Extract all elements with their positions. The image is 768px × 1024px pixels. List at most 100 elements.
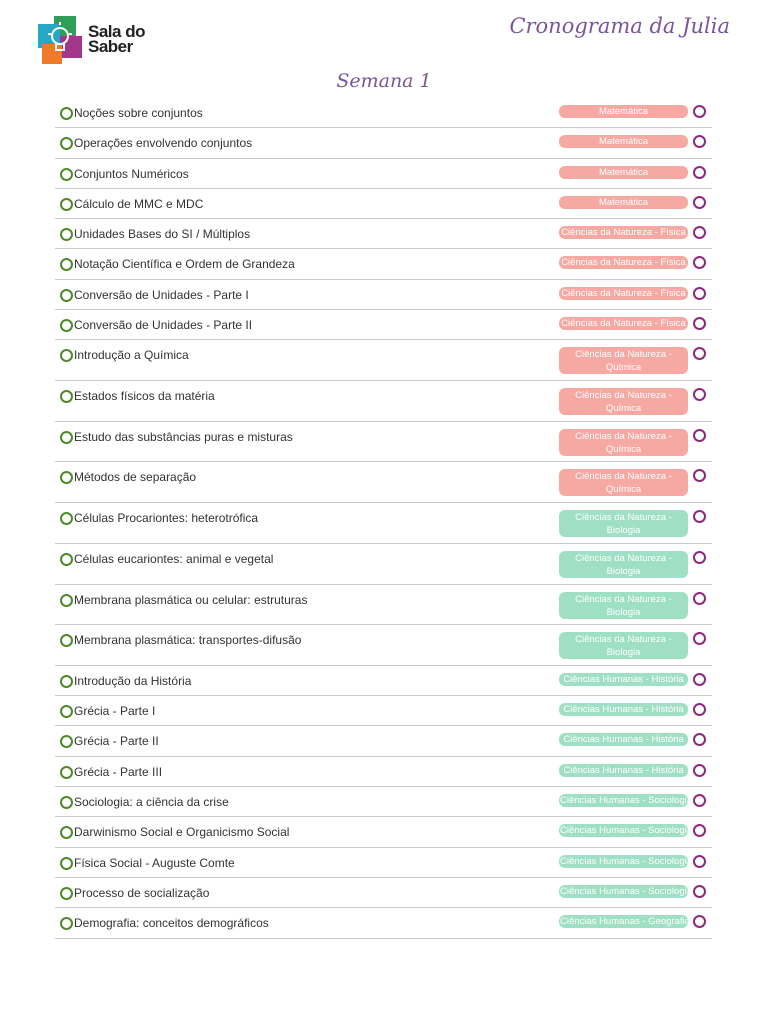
done-circle-icon[interactable]: [693, 824, 706, 838]
subject-badge: Ciências da Natureza - Biologia: [559, 550, 688, 578]
check-circle-icon[interactable]: [60, 634, 73, 648]
check-circle-icon[interactable]: [60, 886, 73, 900]
topic-label: Células Procariontes: heterotrófica: [74, 511, 259, 526]
check-circle-icon[interactable]: [60, 137, 73, 151]
check-circle-icon[interactable]: [60, 552, 73, 566]
table-row: Grécia - Parte I Ciências Humanas - Histó…: [55, 696, 712, 727]
done-circle-icon[interactable]: [693, 135, 706, 149]
subject-badge: Ciências da Natureza - Química: [559, 428, 688, 456]
done-circle-icon[interactable]: [693, 632, 706, 646]
check-circle-icon[interactable]: [60, 674, 73, 688]
subject-badge: Ciências da Natureza - Química: [559, 347, 688, 375]
subject-badge: Ciências da Natureza - Física: [559, 286, 688, 300]
subject-badge: Ciências da Natureza - Química: [559, 469, 688, 497]
table-row: Operações envolvendo conjuntos Matemática: [55, 128, 712, 159]
topic-label: Métodos de separação: [74, 470, 197, 485]
done-circle-icon[interactable]: [693, 884, 706, 898]
done-circle-icon[interactable]: [693, 672, 706, 686]
logo-line-1: Sala do: [88, 22, 145, 41]
check-circle-icon[interactable]: [60, 319, 73, 333]
task-list: Noções sobre conjuntos Matemática Operaçõe…: [55, 98, 712, 939]
subject-badge: Matemática: [559, 135, 688, 149]
check-circle-icon[interactable]: [60, 430, 73, 444]
table-row: Estados físicos da matéria Ciências da Na…: [55, 381, 712, 422]
topic-label: Notação Científica e Ordem de Grandeza: [74, 257, 295, 272]
done-circle-icon[interactable]: [693, 469, 706, 483]
subject-badge: Ciências da Natureza - Biologia: [559, 510, 688, 538]
check-circle-icon[interactable]: [60, 390, 73, 404]
table-row: Cálculo de MMC e MDC Matemática: [55, 189, 712, 220]
topic-label: Grécia - Parte II: [74, 734, 159, 749]
check-circle-icon[interactable]: [60, 288, 73, 302]
topic-label: Introdução da História: [74, 673, 192, 688]
check-circle-icon[interactable]: [60, 228, 73, 242]
done-circle-icon[interactable]: [693, 105, 706, 118]
schedule-title: Cronograma da Julia: [509, 14, 730, 38]
check-circle-icon[interactable]: [60, 197, 73, 211]
done-circle-icon[interactable]: [693, 286, 706, 300]
check-circle-icon[interactable]: [60, 512, 73, 526]
subject-badge: Ciências da Natureza - Física: [559, 256, 688, 270]
check-circle-icon[interactable]: [60, 471, 73, 485]
page-header: Sala do Saber Cronograma da Julia: [0, 0, 768, 70]
table-row: Noções sobre conjuntos Matemática: [55, 98, 712, 129]
check-circle-icon[interactable]: [60, 765, 73, 779]
done-circle-icon[interactable]: [693, 733, 706, 747]
check-circle-icon[interactable]: [60, 349, 73, 363]
logo-wordmark: Sala do Saber: [88, 22, 145, 56]
topic-label: Membrana plasmática: transportes-difusão: [74, 633, 302, 648]
done-circle-icon[interactable]: [693, 794, 706, 808]
table-row: Grécia - Parte III Ciências Humanas - His…: [55, 757, 712, 788]
check-circle-icon[interactable]: [60, 826, 73, 840]
check-circle-icon[interactable]: [60, 107, 73, 120]
logo-line-2: Saber: [88, 37, 133, 56]
check-circle-icon[interactable]: [60, 917, 73, 931]
sala-do-saber-logo: Sala do Saber: [38, 16, 148, 66]
topic-label: Noções sobre conjuntos: [74, 106, 203, 120]
done-circle-icon[interactable]: [693, 763, 706, 777]
subject-badge: Ciências Humanas - História: [559, 763, 688, 777]
table-row: Conjuntos Numéricos Matemática: [55, 159, 712, 189]
week-title: Semana 1: [336, 70, 432, 92]
done-circle-icon[interactable]: [693, 510, 706, 524]
topic-label: Estados físicos da matéria: [74, 389, 215, 404]
topic-label: Demografia: conceitos demográficos: [74, 916, 269, 931]
subject-badge: Ciências Humanas - Sociologia: [559, 824, 688, 838]
table-row: Física Social - Auguste Comte Ciências Hu…: [55, 848, 712, 878]
check-circle-icon[interactable]: [60, 796, 73, 810]
table-row: Conversão de Unidades - Parte II Ciências…: [55, 310, 712, 341]
table-row: Estudo das substâncias puras e misturas C…: [55, 422, 712, 463]
done-circle-icon[interactable]: [693, 256, 706, 270]
done-circle-icon[interactable]: [693, 347, 706, 361]
table-row: Grécia - Parte II Ciências Humanas - Hist…: [55, 726, 712, 757]
table-row: Processo de socialização Ciências Humanas…: [55, 878, 712, 909]
done-circle-icon[interactable]: [693, 591, 706, 605]
done-circle-icon[interactable]: [693, 195, 706, 209]
subject-badge: Ciências da Natureza - Biologia: [559, 591, 688, 619]
check-circle-icon[interactable]: [60, 593, 73, 607]
check-circle-icon[interactable]: [60, 167, 73, 181]
topic-label: Sociologia: a ciência da crise: [74, 795, 229, 810]
done-circle-icon[interactable]: [693, 915, 706, 929]
done-circle-icon[interactable]: [693, 226, 706, 240]
done-circle-icon[interactable]: [693, 703, 706, 717]
table-row: Introdução a Química Ciências da Natureza…: [55, 340, 712, 382]
done-circle-icon[interactable]: [693, 165, 706, 179]
check-circle-icon[interactable]: [60, 258, 73, 272]
subject-badge: Ciências Humanas - Sociologia: [559, 794, 688, 808]
done-circle-icon[interactable]: [693, 428, 706, 442]
topic-label: Células eucariontes: animal e vegetal: [74, 551, 274, 566]
check-circle-icon[interactable]: [60, 735, 73, 749]
check-circle-icon[interactable]: [60, 705, 73, 719]
subject-badge: Matemática: [559, 195, 688, 209]
table-row: Células eucariontes: animal e vegetal Ciê…: [55, 544, 712, 585]
check-circle-icon[interactable]: [60, 856, 73, 870]
topic-label: Conversão de Unidades - Parte II: [74, 318, 253, 333]
done-circle-icon[interactable]: [693, 317, 706, 331]
table-row: Células Procariontes: heterotrófica Ciênc…: [55, 503, 712, 544]
done-circle-icon[interactable]: [693, 550, 706, 564]
done-circle-icon[interactable]: [693, 854, 706, 868]
done-circle-icon[interactable]: [693, 388, 706, 402]
topic-label: Grécia - Parte III: [74, 764, 163, 779]
topic-label: Processo de socialização: [74, 885, 210, 900]
